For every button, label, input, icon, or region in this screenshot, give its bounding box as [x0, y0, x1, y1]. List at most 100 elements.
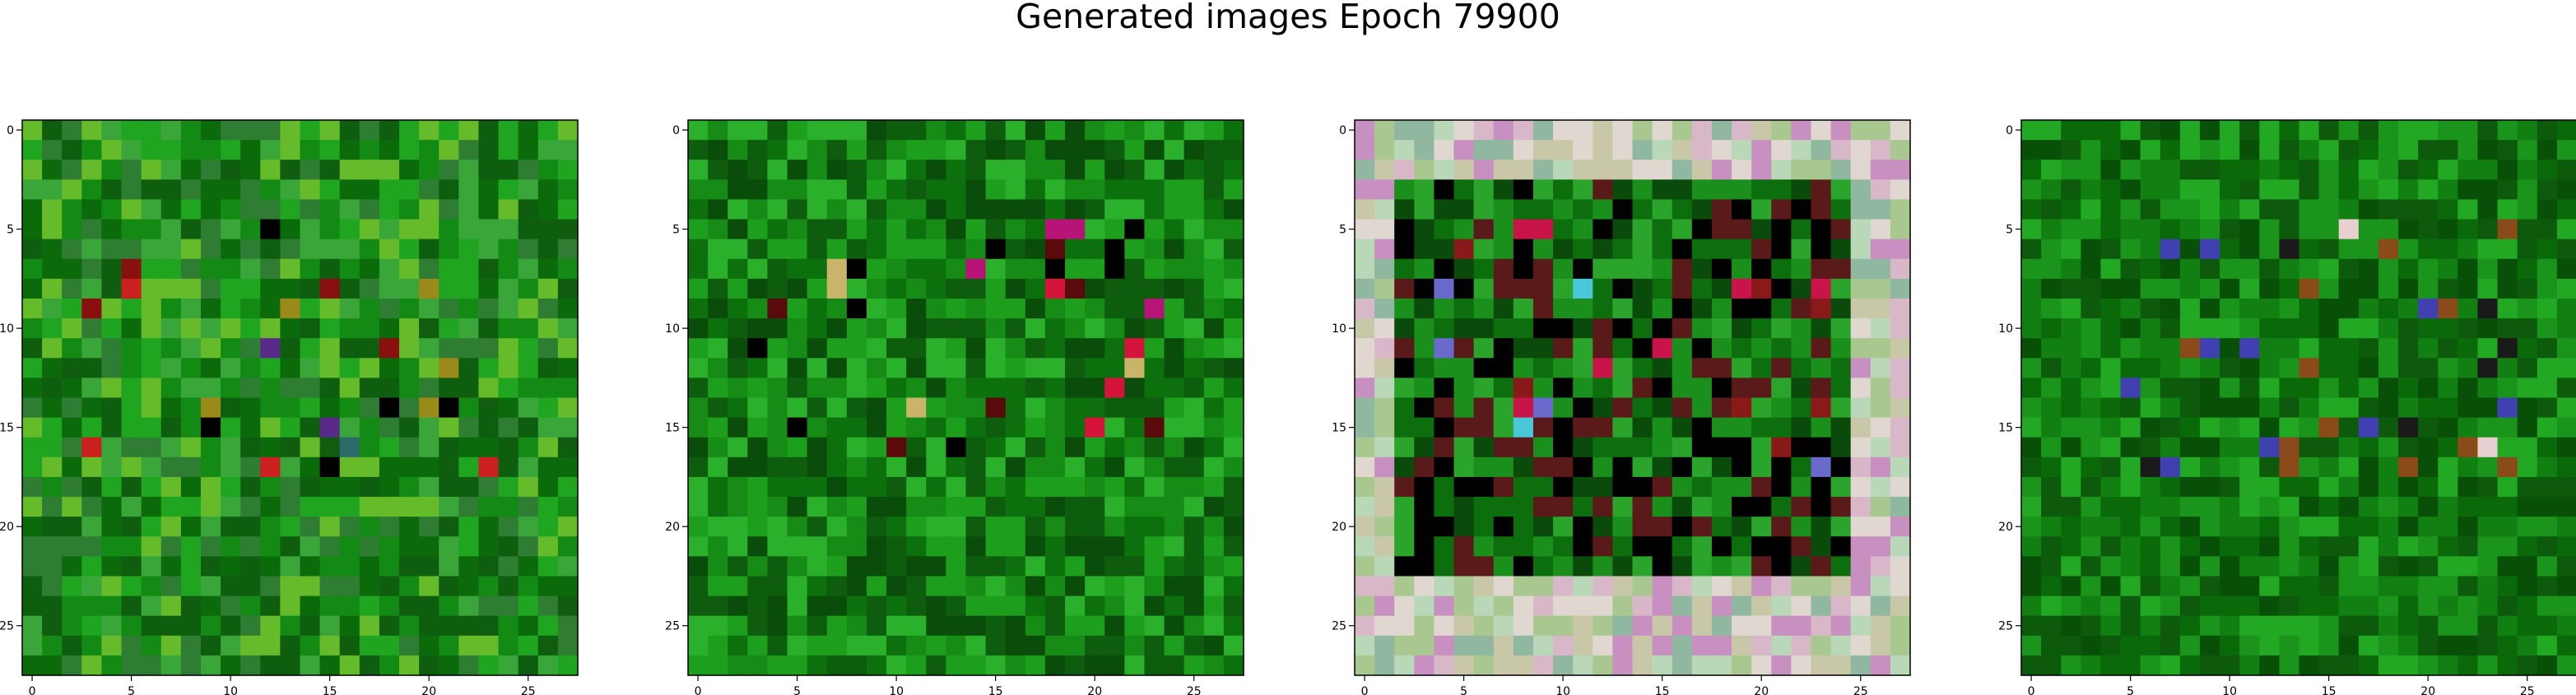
pixel: [2378, 437, 2399, 458]
pixel: [1025, 497, 1046, 517]
pixel: [846, 476, 867, 498]
pixel: [399, 120, 420, 141]
pixel: [2061, 318, 2081, 339]
pixel: [300, 476, 321, 498]
pixel: [141, 576, 162, 597]
pixel: [1183, 179, 1205, 201]
pixel: [1612, 576, 1634, 597]
pixel: [439, 179, 459, 201]
pixel: [2556, 140, 2576, 160]
pixel: [2418, 318, 2439, 339]
pixel: [2299, 635, 2320, 656]
pixel: [2338, 338, 2360, 359]
pixel: [2021, 417, 2042, 438]
pixel: [1434, 378, 1455, 399]
pixel: [1394, 655, 1415, 676]
pixel: [1612, 338, 1634, 359]
pixel: [2021, 497, 2042, 517]
pixel: [2517, 140, 2538, 160]
pixel: [2061, 595, 2081, 617]
pixel: [1355, 219, 1375, 240]
pixel: [1374, 378, 1395, 399]
pixel: [2199, 497, 2220, 517]
pixel: [2120, 338, 2141, 359]
pixel: [518, 397, 539, 419]
pixel: [2239, 635, 2260, 656]
y-tick-label: 25: [1998, 620, 2013, 633]
pixel: [319, 120, 341, 141]
pixel: [1124, 536, 1146, 557]
pixel: [2438, 417, 2458, 438]
pixel: [160, 298, 182, 319]
pixel: [2299, 397, 2320, 419]
pixel: [2556, 278, 2576, 299]
pixel: [141, 160, 162, 180]
pixel: [767, 476, 788, 498]
pixel: [1573, 615, 1593, 637]
pixel: [2318, 278, 2340, 299]
pixel: [1732, 278, 1752, 299]
pixel: [1203, 437, 1225, 458]
pixel: [1632, 318, 1653, 339]
pixel: [62, 595, 82, 617]
pixel: [926, 318, 946, 339]
pixel: [2536, 576, 2558, 597]
pixel: [1355, 536, 1375, 557]
pixel: [886, 298, 907, 319]
pixel: [2338, 417, 2360, 438]
pixel: [359, 615, 380, 637]
pixel: [439, 536, 459, 557]
pixel: [2179, 239, 2201, 260]
pixel: [2100, 258, 2122, 280]
pixel: [946, 120, 967, 141]
pixel: [2259, 179, 2280, 201]
pixel: [1870, 199, 1891, 220]
pixel: [240, 258, 261, 280]
pixel: [1453, 120, 1475, 141]
pixel: [866, 476, 887, 498]
pixel: [260, 140, 281, 160]
pixel: [141, 358, 162, 378]
pixel: [1711, 635, 1732, 656]
pixel: [1025, 635, 1046, 656]
pixel: [458, 517, 480, 537]
pixel: [2536, 437, 2558, 458]
pixel: [1751, 517, 1772, 537]
y-tick-label: 0: [2006, 124, 2013, 137]
pixel: [1355, 437, 1375, 458]
pixel: [1164, 517, 1185, 537]
pixel: [359, 358, 380, 378]
pixel: [1612, 278, 1634, 299]
pixel: [1183, 318, 1205, 339]
pixel: [1203, 476, 1225, 498]
pixel: [1711, 397, 1732, 419]
pixel: [747, 437, 769, 458]
pixel: [1374, 655, 1395, 676]
pixel: [1830, 199, 1852, 220]
pixel: [1144, 635, 1165, 656]
pixel: [688, 655, 709, 676]
pixel: [1573, 140, 1593, 160]
pixel: [708, 397, 728, 419]
pixel: [1203, 179, 1225, 201]
pixel: [1005, 536, 1026, 557]
pixel: [1691, 278, 1713, 299]
pixel: [62, 358, 82, 378]
pixel: [985, 258, 1007, 280]
pixel: [1164, 298, 1185, 319]
pixel: [866, 199, 887, 220]
pixel: [1593, 278, 1613, 299]
pixel: [2259, 476, 2280, 498]
pixel: [2021, 140, 2042, 160]
pixel: [180, 576, 202, 597]
pixel: [2259, 536, 2280, 557]
pixel: [787, 179, 808, 201]
pixel: [62, 635, 82, 656]
pixel: [2398, 318, 2419, 339]
pixel: [458, 298, 480, 319]
pixel: [180, 536, 202, 557]
pixel: [1513, 615, 1534, 637]
pixel: [866, 179, 887, 201]
pixel: [2081, 536, 2102, 557]
pixel: [160, 517, 182, 537]
